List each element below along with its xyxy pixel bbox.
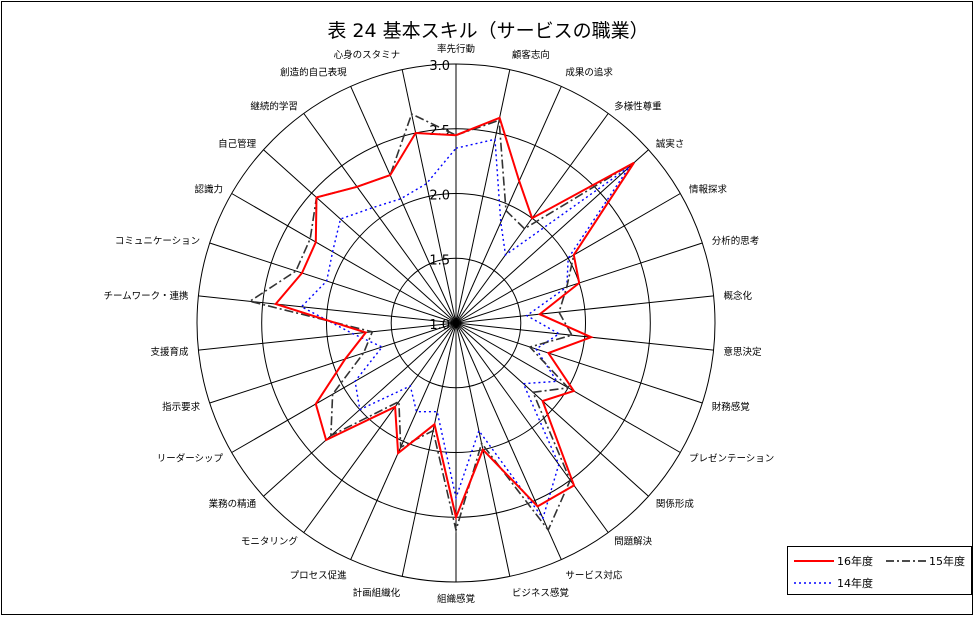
category-label-22: 指示要求 <box>162 401 201 413</box>
spoke-12 <box>455 322 649 497</box>
spoke-26 <box>231 193 457 324</box>
spoke-17 <box>401 322 457 577</box>
legend-item-16: 16年度 <box>794 553 873 569</box>
legend-item-14: 14年度 <box>794 575 873 591</box>
legend-item-15: 15年度 <box>886 553 965 569</box>
r-tick-label-5: 3.0 <box>429 59 450 74</box>
spoke-27 <box>263 149 457 324</box>
category-label-12: 関係形成 <box>656 498 695 510</box>
spoke-14 <box>455 322 562 560</box>
legend: 16年度 15年度 14年度 <box>787 546 972 595</box>
category-label-23: 支援育成 <box>150 346 189 358</box>
category-label-26: 認識力 <box>194 184 223 196</box>
legend-line-15 <box>886 560 926 562</box>
spoke-23 <box>198 322 457 351</box>
category-label-5: 誠実さ <box>656 138 685 150</box>
category-label-17: 計画組織化 <box>353 587 401 599</box>
legend-label-16: 16年度 <box>837 555 873 568</box>
spoke-10 <box>455 322 703 404</box>
category-label-18: プロセス促進 <box>290 570 348 582</box>
spoke-18 <box>350 322 457 560</box>
category-label-10: 財務感覚 <box>712 401 751 413</box>
category-label-15: ビジネス感覚 <box>512 587 570 599</box>
category-label-28: 継続的学習 <box>250 100 298 112</box>
category-label-11: プレゼンテーション <box>689 453 774 465</box>
spoke-9 <box>455 322 714 351</box>
category-label-30: 心身のスタミナ <box>334 49 401 61</box>
spoke-21 <box>231 322 457 453</box>
series-line-2 <box>247 112 635 534</box>
spoke-5 <box>455 149 649 324</box>
category-label-13: 問題解決 <box>614 536 653 548</box>
category-label-2: 顧客志向 <box>512 49 550 61</box>
spoke-2 <box>455 69 511 324</box>
category-label-3: 成果の追求 <box>565 66 613 78</box>
category-label-19: モニタリング <box>241 536 299 548</box>
r-tick-label-2: 1.5 <box>429 253 450 268</box>
series-line-3 <box>300 138 630 520</box>
category-label-25: コミュニケーション <box>115 236 200 247</box>
category-label-16: 組織感覚 <box>437 593 476 605</box>
spoke-13 <box>455 322 609 533</box>
spoke-25 <box>209 242 457 324</box>
category-label-4: 多様性尊重 <box>614 100 662 112</box>
spoke-28 <box>303 113 457 324</box>
category-label-6: 情報探求 <box>689 184 728 196</box>
category-label-20: 業務の精通 <box>209 498 257 510</box>
spoke-3 <box>455 86 562 324</box>
spoke-30 <box>401 69 457 324</box>
category-label-24: チームワーク・連携 <box>103 290 188 302</box>
category-label-8: 概念化 <box>724 290 753 302</box>
r-tick-label-1: 1.0 <box>429 318 450 333</box>
category-label-14: サービス対応 <box>565 570 623 582</box>
category-label-9: 意思決定 <box>724 346 763 358</box>
category-label-7: 分析的思考 <box>712 235 760 247</box>
legend-line-16 <box>794 560 834 562</box>
legend-label-15: 15年度 <box>929 555 965 568</box>
category-label-1: 率先行動 <box>437 43 475 55</box>
spoke-22 <box>209 322 457 404</box>
spoke-29 <box>350 86 457 324</box>
category-label-29: 創造的自己表現 <box>280 66 347 78</box>
series-line-1 <box>273 116 635 521</box>
legend-label-14: 14年度 <box>837 577 873 590</box>
chart-title: 表 24 基本スキル（サービスの職業） <box>327 20 649 42</box>
r-tick-label-3: 2.0 <box>429 189 450 204</box>
category-label-27: 自己管理 <box>218 138 257 150</box>
spoke-19 <box>303 322 457 533</box>
legend-line-14 <box>794 582 834 584</box>
spoke-6 <box>455 193 681 324</box>
spoke-24 <box>198 295 457 324</box>
category-label-21: リーダーシップ <box>157 453 224 465</box>
spoke-8 <box>455 295 714 324</box>
